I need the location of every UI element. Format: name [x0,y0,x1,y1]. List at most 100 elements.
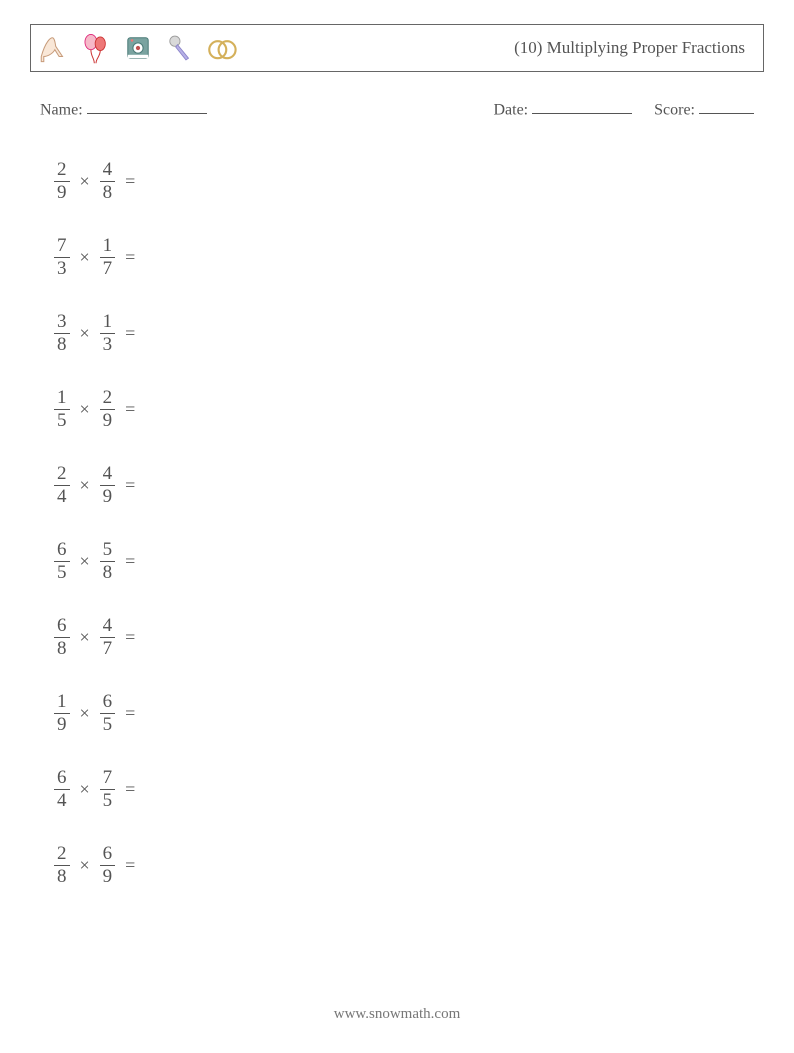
problems-list: 29×48=73×17=38×13=15×29=24×49=65×58=68×4… [50,143,764,903]
b-denominator: 3 [100,334,116,355]
name-label: Name: [40,101,83,118]
a-fraction: 73 [54,236,70,279]
header-icons [37,30,239,66]
a-numerator: 2 [54,844,70,865]
b-numerator: 4 [100,464,116,485]
date-label: Date: [493,101,528,118]
b-numerator: 6 [100,844,116,865]
times-operator: × [80,551,90,572]
b-numerator: 5 [100,540,116,561]
balloons-icon [79,30,113,66]
problem-row: 19 × 65 = [50,675,764,751]
a-denominator: 9 [54,714,70,735]
b-numerator: 1 [100,312,116,333]
a-numerator: 6 [54,540,70,561]
times-operator: × [80,247,90,268]
problem-row: 28 × 69 = [50,827,764,903]
equals-sign: = [125,399,135,420]
a-numerator: 2 [54,160,70,181]
a-fraction: 38 [54,312,70,355]
b-denominator: 7 [100,258,116,279]
a-fraction: 68 [54,616,70,659]
b-fraction: 13 [100,312,116,355]
times-operator: × [80,475,90,496]
worksheet-page: (10) Multiplying Proper Fractions Name: … [0,0,794,1053]
b-denominator: 9 [100,410,116,431]
a-fraction: 15 [54,388,70,431]
equals-sign: = [125,247,135,268]
name-field: Name: [40,100,207,119]
b-fraction: 69 [100,844,116,887]
b-numerator: 6 [100,692,116,713]
a-fraction: 24 [54,464,70,507]
a-numerator: 1 [54,388,70,409]
b-fraction: 75 [100,768,116,811]
a-denominator: 4 [54,790,70,811]
score-blank[interactable] [699,100,754,114]
b-numerator: 1 [100,236,116,257]
a-denominator: 8 [54,866,70,887]
b-fraction: 47 [100,616,116,659]
b-denominator: 8 [100,182,116,203]
a-numerator: 6 [54,768,70,789]
date-blank[interactable] [532,100,632,114]
b-numerator: 4 [100,616,116,637]
b-denominator: 9 [100,486,116,507]
camera-icon [121,30,155,66]
b-denominator: 8 [100,562,116,583]
a-fraction: 19 [54,692,70,735]
header-box: (10) Multiplying Proper Fractions [30,24,764,72]
equals-sign: = [125,171,135,192]
a-denominator: 4 [54,486,70,507]
name-blank[interactable] [87,100,207,114]
a-fraction: 28 [54,844,70,887]
a-fraction: 65 [54,540,70,583]
b-numerator: 2 [100,388,116,409]
a-numerator: 3 [54,312,70,333]
a-denominator: 8 [54,638,70,659]
problem-row: 29×48= [50,143,764,219]
meta-row: Name: Date: Score: [40,100,754,119]
problem-row: 73×17= [50,219,764,295]
problem-row: 15×29= [50,371,764,447]
equals-sign: = [125,855,135,876]
footer-text: www.snowmath.com [0,1006,794,1023]
times-operator: × [80,703,90,724]
date-field: Date: [493,100,632,119]
problem-row: 68×47= [50,599,764,675]
a-denominator: 3 [54,258,70,279]
equals-sign: = [125,551,135,572]
shoe-icon [37,30,71,66]
b-numerator: 7 [100,768,116,789]
equals-sign: = [125,475,135,496]
a-denominator: 8 [54,334,70,355]
b-fraction: 17 [100,236,116,279]
b-denominator: 5 [100,714,116,735]
b-denominator: 9 [100,866,116,887]
a-denominator: 9 [54,182,70,203]
equals-sign: = [125,779,135,800]
equals-sign: = [125,323,135,344]
a-denominator: 5 [54,562,70,583]
times-operator: × [80,779,90,800]
a-denominator: 5 [54,410,70,431]
b-numerator: 4 [100,160,116,181]
b-denominator: 7 [100,638,116,659]
times-operator: × [80,855,90,876]
b-fraction: 49 [100,464,116,507]
score-label: Score: [654,101,695,118]
b-fraction: 48 [100,160,116,203]
b-fraction: 58 [100,540,116,583]
times-operator: × [80,323,90,344]
rings-icon [205,30,239,66]
a-numerator: 6 [54,616,70,637]
worksheet-title: (10) Multiplying Proper Fractions [514,38,745,58]
equals-sign: = [125,703,135,724]
equals-sign: = [125,627,135,648]
problem-row: 64 × 75 = [50,751,764,827]
b-fraction: 65 [100,692,116,735]
a-numerator: 1 [54,692,70,713]
b-fraction: 29 [100,388,116,431]
microphone-icon [163,30,197,66]
a-fraction: 64 [54,768,70,811]
